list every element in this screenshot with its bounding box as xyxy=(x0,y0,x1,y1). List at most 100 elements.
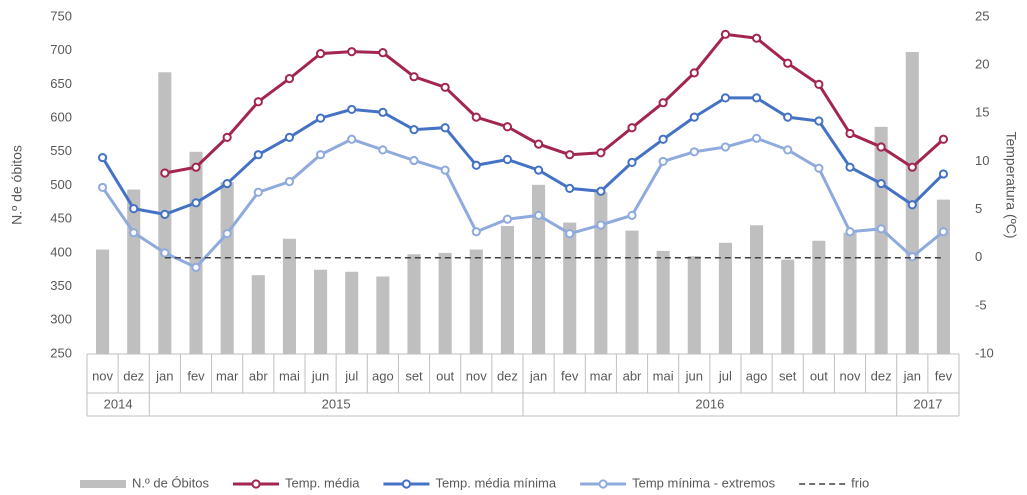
series-marker xyxy=(720,142,731,152)
series-marker xyxy=(253,187,263,197)
bar xyxy=(532,184,546,354)
x-tick-label: mar xyxy=(216,368,239,383)
x-tick-label: abr xyxy=(249,368,268,383)
series-marker xyxy=(783,145,793,155)
series-marker xyxy=(783,112,793,122)
legend-marker xyxy=(251,479,261,489)
series-marker xyxy=(876,142,886,152)
bar xyxy=(189,151,203,354)
x-group-label: 2014 xyxy=(104,396,133,411)
x-group-label: 2016 xyxy=(695,396,724,411)
series-marker xyxy=(160,168,170,178)
series-marker xyxy=(938,134,949,144)
legend-swatch xyxy=(80,480,126,488)
series-marker xyxy=(347,47,357,57)
y-tick-label: 700 xyxy=(50,42,72,57)
series-marker xyxy=(502,122,513,132)
y-tick-label: 500 xyxy=(50,177,72,192)
x-tick-label: jun xyxy=(311,368,329,383)
series-marker xyxy=(596,148,606,158)
bar xyxy=(127,189,141,354)
x-tick-label: abr xyxy=(623,368,642,383)
series-marker xyxy=(658,156,668,167)
bar xyxy=(718,242,732,354)
y2-tick-label: -10 xyxy=(975,345,994,360)
series-marker xyxy=(783,58,793,68)
series-marker xyxy=(315,150,326,160)
series-marker xyxy=(689,68,699,78)
x-group-label: 2015 xyxy=(322,396,351,411)
series-marker xyxy=(720,93,731,103)
series-marker xyxy=(347,134,357,144)
legend-label: frio xyxy=(851,475,869,490)
series-marker xyxy=(378,107,388,117)
series-marker xyxy=(378,145,388,155)
bar xyxy=(469,249,483,354)
legend-label: Temp. média xyxy=(285,475,360,490)
series-marker xyxy=(471,160,481,170)
y2-tick-label: 10 xyxy=(975,153,989,168)
series-marker xyxy=(471,112,481,122)
y-tick-label: 350 xyxy=(50,278,72,293)
series-marker xyxy=(658,98,668,108)
x-tick-label: jul xyxy=(344,368,358,383)
y2-tick-label: 0 xyxy=(975,249,982,264)
y-tick-label: 750 xyxy=(50,8,72,23)
series-marker xyxy=(471,227,481,237)
x-tick-label: jan xyxy=(155,368,173,383)
series-marker xyxy=(845,128,855,139)
series-marker xyxy=(751,133,762,143)
x-group-label: 2017 xyxy=(913,396,942,411)
series-marker xyxy=(222,132,232,142)
series-marker xyxy=(191,262,201,272)
bar xyxy=(750,225,764,354)
y-tick-label: 550 xyxy=(50,143,72,158)
y2-tick-label: 15 xyxy=(975,105,989,120)
x-tick-label: set xyxy=(779,368,797,383)
x-tick-label: fev xyxy=(561,368,579,383)
x-tick-label: mar xyxy=(590,368,613,383)
series-marker xyxy=(565,183,575,193)
series-marker xyxy=(160,209,170,219)
bar xyxy=(345,271,359,354)
series-marker xyxy=(502,214,513,224)
series-marker xyxy=(907,200,917,210)
bar xyxy=(625,230,639,354)
bar xyxy=(282,238,296,354)
series-marker xyxy=(253,97,263,107)
series-marker xyxy=(689,147,699,157)
series-marker xyxy=(409,125,419,135)
y2-tick-label: 20 xyxy=(975,57,989,72)
y-tick-label: 450 xyxy=(50,211,72,226)
series-marker xyxy=(907,252,917,262)
series-marker xyxy=(876,178,886,189)
y-tick-label: 250 xyxy=(50,345,72,360)
series-marker xyxy=(222,178,232,189)
y2-tick-label: 5 xyxy=(975,201,982,216)
y-tick-label: 400 xyxy=(50,244,72,259)
legend-label: Temp mínima - extremos xyxy=(632,475,776,490)
series-marker xyxy=(565,150,575,160)
bar xyxy=(251,275,265,354)
x-tick-label: fev xyxy=(935,368,953,383)
x-tick-label: jan xyxy=(903,368,921,383)
series-marker xyxy=(315,48,326,59)
series-marker xyxy=(751,93,762,103)
series-marker xyxy=(315,113,326,123)
series-marker xyxy=(191,198,201,208)
bar xyxy=(594,192,608,354)
legend-label: N.º de Óbitos xyxy=(132,475,210,490)
series-marker xyxy=(596,186,606,196)
y2-axis-label: Temperatura (ºC) xyxy=(1003,131,1019,238)
x-tick-label: mai xyxy=(653,368,674,383)
series-marker xyxy=(533,210,544,220)
x-tick-label: set xyxy=(405,368,423,383)
y-tick-label: 600 xyxy=(50,110,72,125)
series-marker xyxy=(627,157,637,167)
series-marker xyxy=(129,204,139,214)
y-axis-label: N.º de óbitos xyxy=(9,145,25,225)
bar xyxy=(314,269,328,354)
series-marker xyxy=(814,116,824,126)
series-marker xyxy=(284,74,295,84)
bar xyxy=(376,276,390,354)
